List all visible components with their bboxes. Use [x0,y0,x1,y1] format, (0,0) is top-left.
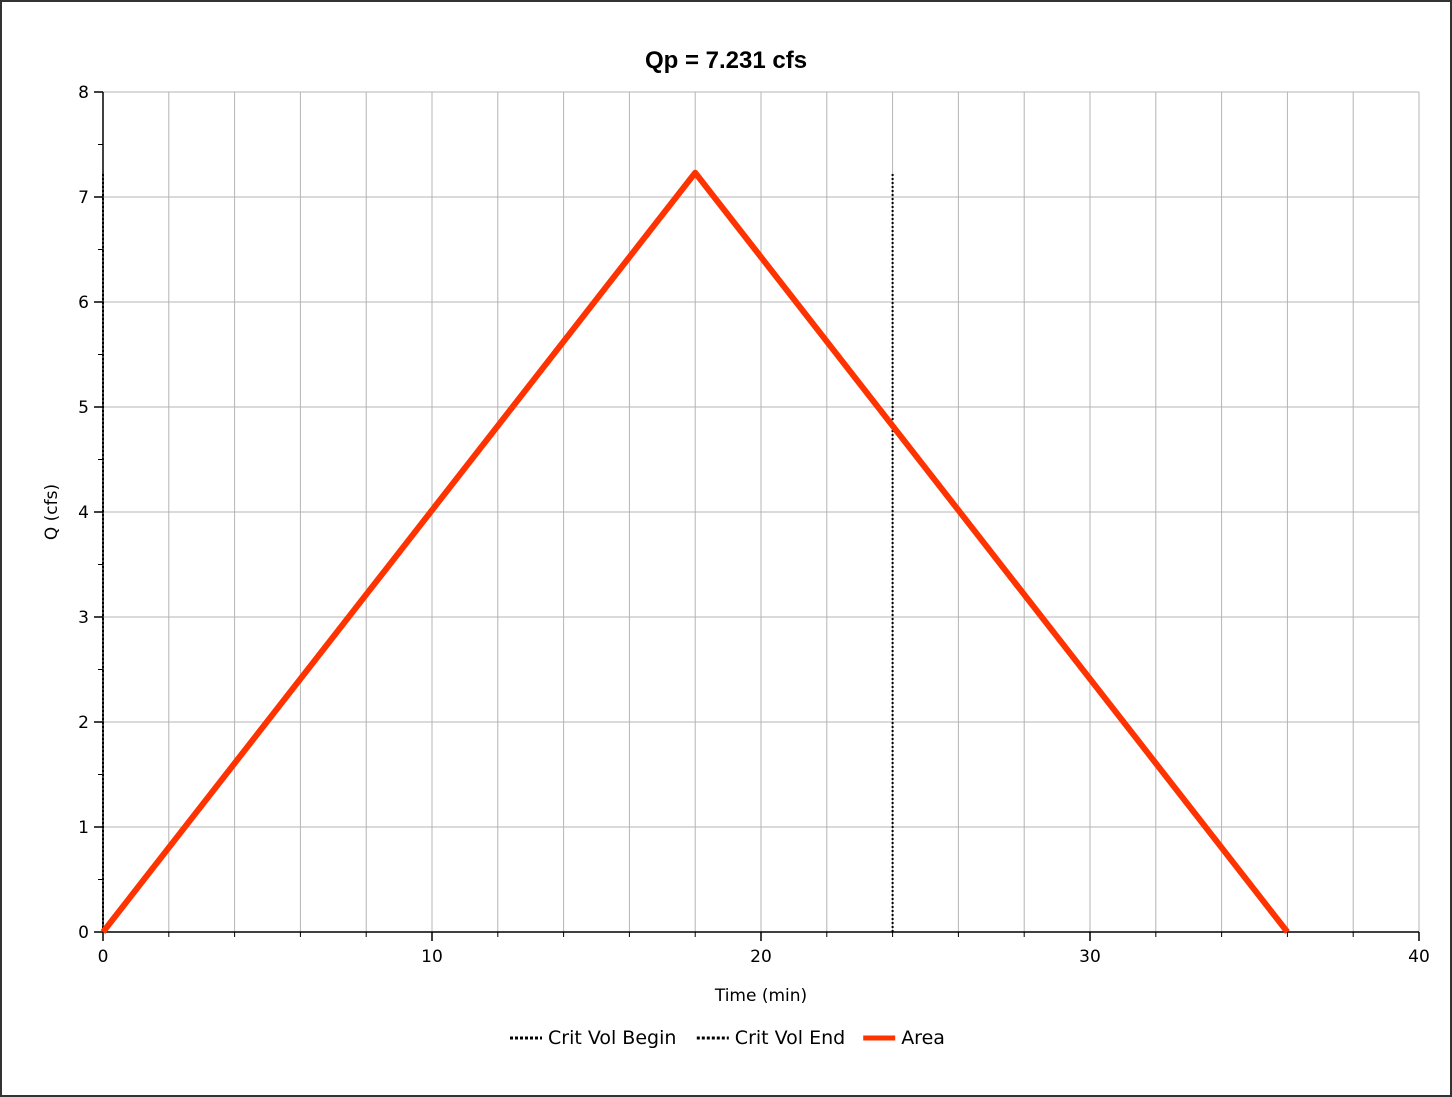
chart-title: Qp = 7.231 cfs [645,47,807,74]
y-tick-label: 3 [78,608,89,628]
y-axis-label: Q (cfs) [42,484,62,540]
y-tick-label: 8 [78,83,89,103]
legend-label: Crit Vol Begin [548,1027,676,1049]
x-tick-label: 0 [98,947,109,967]
legend: Crit Vol Begin Crit Vol End Area [510,1027,945,1049]
x-tick-label: 10 [421,947,443,967]
y-tick-label: 0 [78,923,89,943]
x-tick-label: 20 [750,947,772,967]
series-line-area [100,169,1290,934]
axes [94,91,1420,941]
y-tick-label: 1 [78,818,89,838]
x-tick-label: 40 [1408,947,1430,967]
legend-label: Area [901,1027,945,1049]
tick-labels: 0 10 20 30 40 0 1 2 3 4 5 6 7 8 [78,83,1430,967]
y-tick-label: 7 [78,188,89,208]
y-tick-label: 2 [78,713,89,733]
x-axis-label: Time (min) [714,986,807,1006]
x-tick-label: 30 [1079,947,1101,967]
y-tick-label: 4 [78,503,89,523]
legend-label: Crit Vol End [735,1027,845,1049]
grid-lines [103,91,1420,932]
y-tick-label: 6 [78,293,89,313]
y-tick-label: 5 [78,398,89,418]
series-layer [100,169,1290,934]
